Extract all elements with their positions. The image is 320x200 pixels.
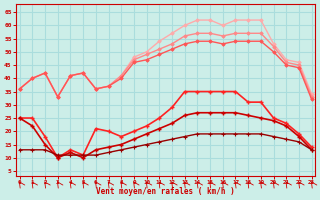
X-axis label: Vent moyen/en rafales ( km/h ): Vent moyen/en rafales ( km/h ) [96,187,235,196]
